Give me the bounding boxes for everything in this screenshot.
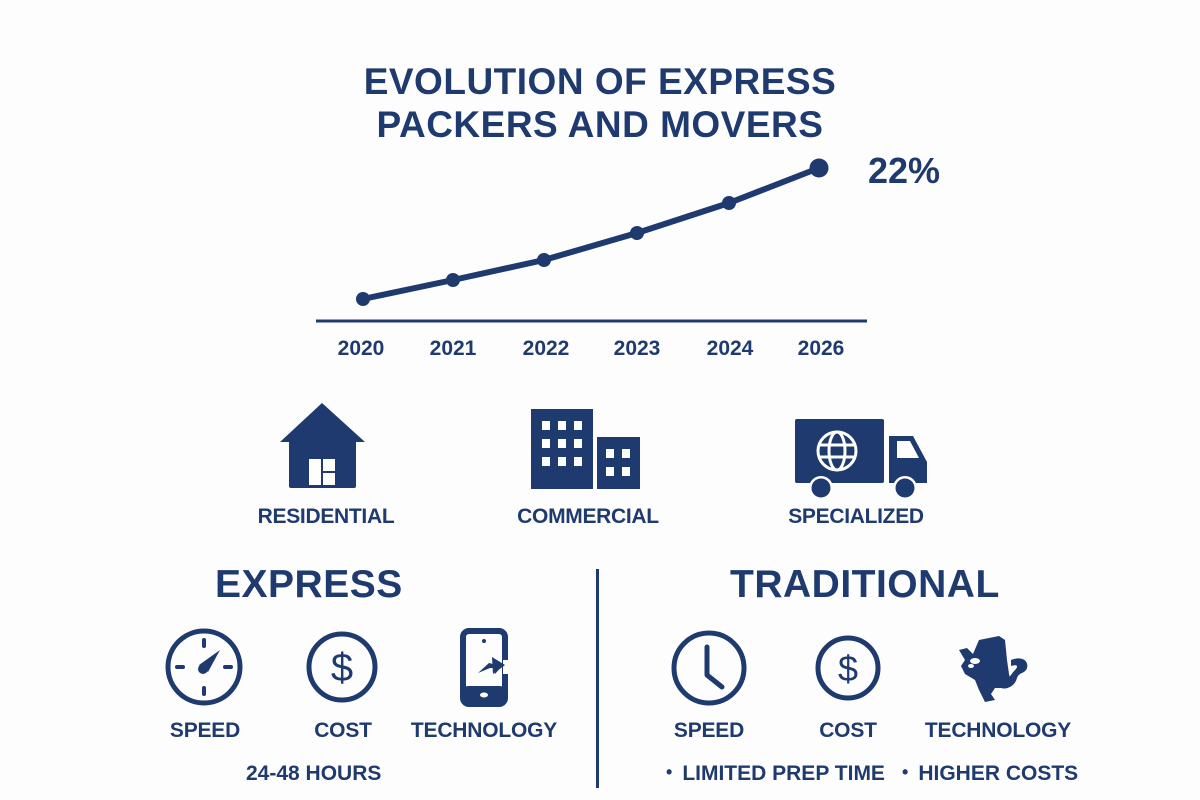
traditional-feature-cost: COST [819, 719, 877, 742]
title-line-1: EVOLUTION OF EXPRESS [363, 61, 837, 102]
traditional-feature-speed: SPEED [673, 719, 745, 742]
traditional-feature-technology: TECHNOLOGY [924, 719, 1072, 742]
data-point [446, 273, 460, 287]
express-feature-speed: SPEED [169, 719, 241, 742]
x-tick-label: 2020 [337, 337, 385, 360]
express-feature-cost: COST [314, 719, 372, 742]
express-feature-technology: TECHNOLOGY [410, 719, 558, 742]
note-text: LIMITED PREP TIME [682, 762, 885, 785]
category-label-specialized: SPECIALIZED [788, 505, 924, 528]
growth-percentage-label: 22% [868, 150, 941, 191]
title-line-2: PACKERS AND MOVERS [376, 104, 824, 145]
category-label-residential: RESIDENTIAL [257, 505, 395, 528]
x-tick-label: 2024 [706, 337, 754, 360]
x-tick-label: 2021 [429, 337, 477, 360]
house-icon [280, 403, 365, 488]
data-point [537, 253, 551, 267]
x-tick-label: 2026 [797, 337, 845, 360]
growth-line-chart [316, 158, 867, 323]
dollar-coin-icon: $ [815, 635, 881, 701]
traditional-note-prep-time: • LIMITED PREP TIME [666, 762, 885, 786]
elephant-icon [959, 636, 1028, 702]
express-section-title: EXPRESS [215, 563, 403, 606]
x-tick-label: 2023 [613, 337, 661, 360]
page-title: EVOLUTION OF EXPRESS PACKERS AND MOVERS [0, 60, 1200, 146]
data-point-final [809, 158, 829, 178]
delivery-truck-globe-icon [795, 419, 927, 500]
globe-icon [816, 430, 858, 472]
category-label-commercial: COMMERCIAL [517, 505, 659, 528]
x-tick-label: 2022 [522, 337, 570, 360]
dollar-coin-icon: $ [306, 631, 378, 703]
data-point [722, 196, 736, 210]
buildings-icon [531, 409, 640, 489]
speedometer-icon [165, 628, 243, 706]
smartphone-share-icon [460, 628, 509, 707]
svg-text:$: $ [838, 648, 858, 689]
svg-text:$: $ [331, 646, 353, 690]
note-text: HIGHER COSTS [918, 762, 1079, 785]
express-note-delivery-time: 24-48 HOURS [246, 762, 382, 785]
data-point [356, 292, 370, 306]
clock-icon [671, 630, 747, 706]
section-divider [596, 569, 599, 788]
trend-line [362, 165, 821, 302]
traditional-note-costs: • HIGHER COSTS [902, 762, 1078, 786]
traditional-section-title: TRADITIONAL [730, 563, 1000, 606]
bullet-icon: • [902, 762, 909, 782]
data-point [630, 226, 644, 240]
bullet-icon: • [666, 762, 673, 782]
